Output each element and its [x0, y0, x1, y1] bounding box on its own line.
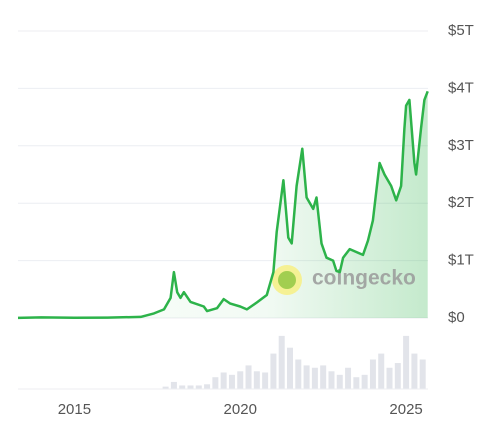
y-tick-label: $4T [448, 79, 474, 96]
volume-bar [187, 385, 194, 389]
volume-bar [369, 359, 376, 389]
volume-bar [237, 371, 244, 389]
line [17, 90, 429, 320]
volume-bar [270, 353, 277, 389]
x-tick-label: 2020 [224, 401, 257, 418]
y-tick-label: $3T [448, 137, 474, 154]
volume-bar [353, 377, 360, 389]
volume-bar [212, 377, 219, 389]
volume-bar [328, 371, 335, 389]
volume-bar [311, 367, 318, 389]
x-tick-label: 2015 [58, 401, 91, 418]
volume-bar [245, 365, 252, 389]
area-fill [18, 91, 428, 318]
volume-bar [394, 363, 401, 389]
volume-bar [220, 372, 227, 389]
area [18, 91, 428, 318]
volume-bar [320, 365, 327, 389]
volume-bar [361, 374, 368, 389]
y-tick-label: $0 [448, 309, 465, 326]
volume-bar [419, 359, 426, 389]
x-tick-label: 2025 [389, 401, 422, 418]
volume-bar [403, 335, 410, 389]
volume-bars [162, 335, 426, 389]
volume-bar [162, 386, 169, 389]
volume-bar [378, 353, 385, 389]
volume-bar [253, 371, 260, 389]
volume-bar [303, 365, 310, 389]
volume-bar [195, 385, 202, 389]
volume-bar [386, 367, 393, 389]
price-line [17, 90, 429, 320]
watermark-text: coingecko [312, 267, 416, 290]
volume-bar [228, 374, 235, 389]
volume-bar [262, 372, 269, 389]
y-tick-label: $2T [448, 194, 474, 211]
volume-bar [295, 359, 302, 389]
volume-bar [204, 384, 211, 389]
y-tick-label: $5T [448, 22, 474, 39]
watermark-logo-inner [278, 271, 296, 289]
labels: $0 $1T $2T $3T $4T $5T 2015 2020 2025 [58, 22, 474, 418]
volume-bar [170, 381, 177, 389]
volume-bar [287, 347, 294, 389]
volume-bar [345, 367, 352, 389]
volume-bar [411, 353, 418, 389]
volume-bar [179, 385, 186, 389]
volume-bar [278, 335, 285, 389]
volume-bar [336, 374, 343, 389]
y-tick-label: $1T [448, 252, 474, 269]
